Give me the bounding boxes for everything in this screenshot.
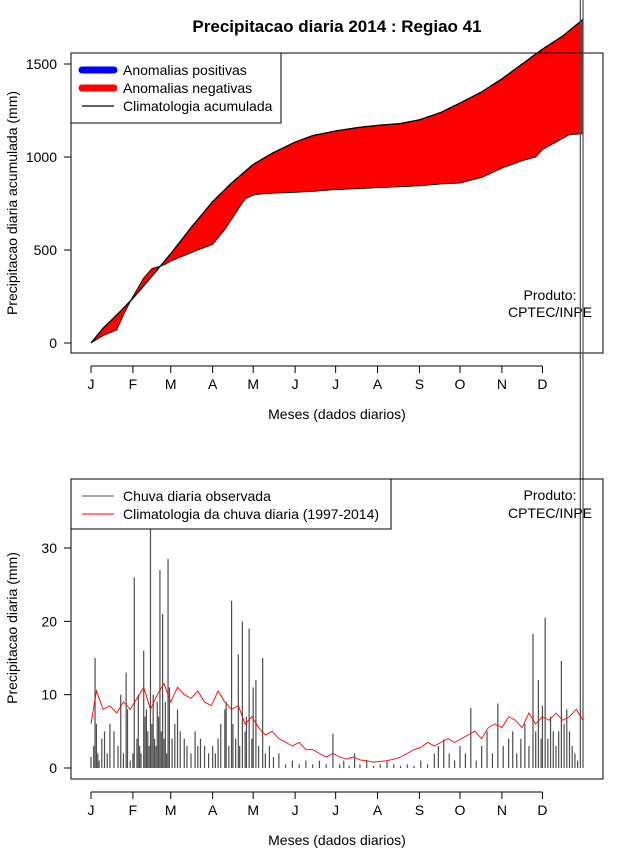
y-tick-label: 1000 — [26, 149, 57, 165]
y-tick-label: 0 — [49, 335, 57, 351]
accumulated-y-label: Precipitacao diaria acumulada (mm) — [4, 91, 20, 315]
climatology-daily-line — [90, 682, 584, 763]
x-tick-label: N — [497, 376, 507, 392]
daily-credit-line2: CPTEC/INPE — [508, 505, 592, 521]
daily-x-label: Meses (dados diarios) — [268, 832, 406, 848]
daily-credit-line1: Produto: — [524, 487, 577, 503]
y-tick-label: 0 — [49, 760, 57, 776]
legend-negative-label: Anomalias negativas — [123, 80, 252, 96]
x-tick-label: J — [332, 802, 339, 818]
x-tick-label: O — [455, 376, 466, 392]
accumulated-credit-line2: CPTEC/INPE — [508, 304, 592, 320]
x-tick-label: S — [415, 376, 424, 392]
daily-plot-area — [90, 0, 584, 768]
daily-y-label: Precipitacao diaria (mm) — [4, 552, 20, 704]
x-tick-label: D — [537, 802, 547, 818]
x-tick-label: M — [247, 376, 259, 392]
x-tick-label: S — [415, 802, 424, 818]
x-tick-label: O — [455, 802, 466, 818]
daily-panel: 0 10 20 30 J F M A M J J A S O N D Precipitacao diaria… — [4, 0, 604, 848]
daily-legend-box — [70, 478, 392, 530]
x-tick-label: D — [537, 376, 547, 392]
daily-legend: Chuva diaria observada Climatologia da c… — [70, 478, 392, 530]
legend-positive-label: Anomalias positivas — [123, 62, 247, 78]
x-tick-label: J — [292, 376, 299, 392]
x-tick-label: A — [208, 376, 218, 392]
y-tick-label: 500 — [34, 242, 58, 258]
y-tick-label: 1500 — [26, 56, 57, 72]
daily-y-axis: 0 10 20 30 — [41, 540, 72, 776]
y-tick-label: 20 — [41, 613, 57, 629]
accumulated-legend: Anomalias positivas Anomalias negativas … — [70, 52, 282, 124]
x-tick-label: M — [165, 802, 177, 818]
climatology-line — [90, 18, 584, 344]
x-tick-label: M — [165, 376, 177, 392]
legend-climatology-label: Climatologia acumulada — [123, 98, 273, 114]
legend-observed-label: Chuva diaria observada — [123, 488, 271, 504]
x-tick-label: J — [292, 802, 299, 818]
accumulated-y-axis: 0 500 1000 1500 — [26, 56, 72, 351]
x-tick-label: F — [129, 376, 138, 392]
x-tick-label: A — [208, 802, 218, 818]
x-tick-label: N — [497, 802, 507, 818]
x-tick-label: F — [129, 802, 138, 818]
x-tick-label: A — [373, 802, 383, 818]
y-tick-label: 30 — [41, 540, 57, 556]
legend-clim-daily-label: Climatologia da chuva diaria (1997-2014) — [123, 506, 379, 522]
x-tick-label: M — [247, 802, 259, 818]
page-title: Precipitacao diaria 2014 : Regiao 41 — [192, 17, 481, 36]
y-tick-label: 10 — [41, 687, 57, 703]
accumulated-credit-line1: Produto: — [524, 287, 577, 303]
x-tick-label: J — [88, 802, 95, 818]
x-tick-label: J — [88, 376, 95, 392]
accumulated-x-label: Meses (dados diarios) — [268, 406, 406, 422]
x-tick-label: J — [332, 376, 339, 392]
x-tick-label: A — [373, 376, 383, 392]
accumulated-panel: 0 500 1000 1500 J F M A M J J A S O N D Precipitacao d… — [4, 18, 604, 422]
